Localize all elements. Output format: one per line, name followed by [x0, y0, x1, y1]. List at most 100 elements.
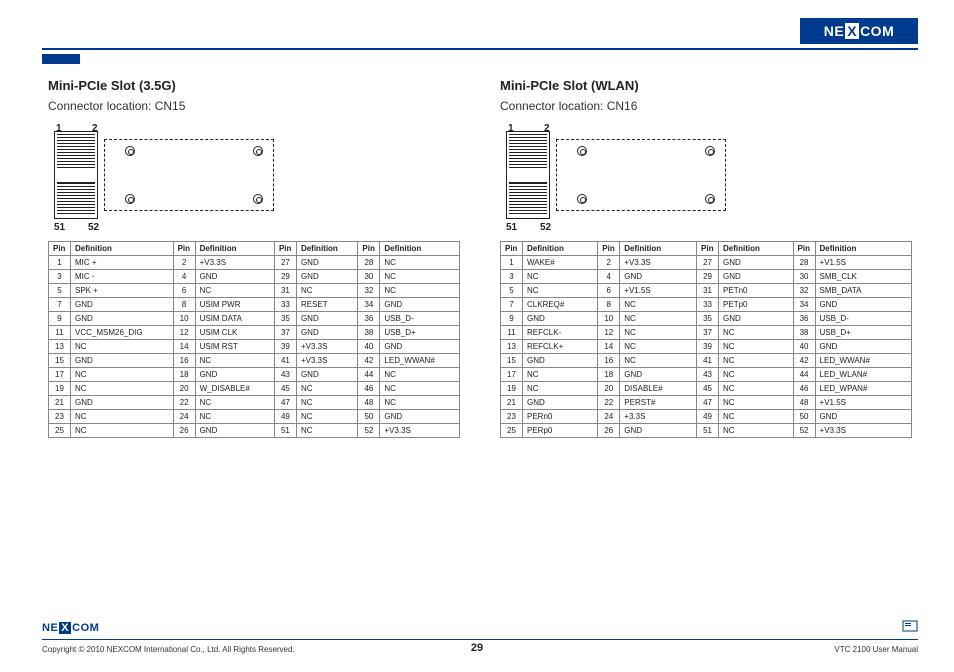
definition-cell: NC	[71, 382, 174, 396]
definition-cell: NC	[523, 270, 598, 284]
definition-cell: NC	[523, 382, 598, 396]
definition-cell: +V3.3S	[380, 424, 460, 438]
definition-cell: NC	[195, 396, 274, 410]
pin-number-cell: 32	[793, 284, 815, 298]
definition-cell: GND	[620, 424, 697, 438]
table-header-cell: Definition	[620, 242, 697, 256]
definition-cell: GND	[380, 410, 460, 424]
pin-number-cell: 5	[49, 284, 71, 298]
definition-cell: NC	[71, 424, 174, 438]
pin-number-cell: 4	[173, 270, 195, 284]
pin-number-cell: 45	[697, 382, 719, 396]
connector-diagram-left: 1 2 51 52	[48, 123, 288, 233]
definition-cell: NC	[195, 410, 274, 424]
pin-number-cell: 51	[697, 424, 719, 438]
definition-cell: NC	[719, 382, 794, 396]
pin-number-cell: 38	[793, 326, 815, 340]
pin-number-cell: 42	[358, 354, 380, 368]
pin-table-right: PinDefinitionPinDefinitionPinDefinitionP…	[500, 241, 912, 438]
pin-number-cell: 52	[793, 424, 815, 438]
pin-number-cell: 24	[173, 410, 195, 424]
definition-cell: NC	[195, 354, 274, 368]
pin-number-cell: 20	[173, 382, 195, 396]
definition-cell: NC	[71, 368, 174, 382]
pin-number-cell: 3	[49, 270, 71, 284]
definition-cell: +3.3S	[620, 410, 697, 424]
definition-cell: NC	[620, 354, 697, 368]
pin-number-cell: 4	[598, 270, 620, 284]
pin-number-cell: 47	[697, 396, 719, 410]
table-row: 25NC26GND51NC52+V3.3S	[49, 424, 460, 438]
pin-number-cell: 38	[358, 326, 380, 340]
table-row: 1MIC +2+V3.3S27GND28NC	[49, 256, 460, 270]
pin-number-cell: 6	[173, 284, 195, 298]
table-row: 7CLKREQ#8NC33PETp034GND	[501, 298, 912, 312]
definition-cell: USIM CLK	[195, 326, 274, 340]
definition-cell: PERST#	[620, 396, 697, 410]
table-header-cell: Pin	[173, 242, 195, 256]
table-row: 9GND10NC35GND36USB_D-	[501, 312, 912, 326]
definition-cell: NC	[380, 382, 460, 396]
table-row: 11REFCLK-12NC37NC38USB_D+	[501, 326, 912, 340]
table-row: 17NC18GND43NC44LED_WLAN#	[501, 368, 912, 382]
pin-number-cell: 5	[501, 284, 523, 298]
pin-number-cell: 21	[501, 396, 523, 410]
pin-number-cell: 10	[598, 312, 620, 326]
pin-number-cell: 46	[358, 382, 380, 396]
definition-cell: NC	[296, 396, 357, 410]
pin-number-cell: 52	[358, 424, 380, 438]
definition-cell: GND	[195, 270, 274, 284]
definition-cell: NC	[380, 284, 460, 298]
pin-number-cell: 48	[793, 396, 815, 410]
definition-cell: GND	[296, 312, 357, 326]
connector-diagram-right: 1 2 51 52	[500, 123, 740, 233]
left-column: Mini-PCIe Slot (3.5G) Connector location…	[48, 78, 460, 438]
pin-number-cell: 17	[49, 368, 71, 382]
slot-title-right: Mini-PCIe Slot (WLAN)	[500, 78, 912, 93]
definition-cell: GND	[523, 396, 598, 410]
definition-cell: LED_WLAN#	[815, 368, 911, 382]
pin-number-cell: 45	[274, 382, 296, 396]
table-header-row: PinDefinitionPinDefinitionPinDefinitionP…	[501, 242, 912, 256]
table-row: 25PERp026GND51NC52+V3.3S	[501, 424, 912, 438]
definition-cell: NC	[620, 340, 697, 354]
pin-number-cell: 26	[598, 424, 620, 438]
definition-cell: NC	[719, 424, 794, 438]
table-row: 15GND16NC41+V3.3S42LED_WWAN#	[49, 354, 460, 368]
table-header-row: PinDefinitionPinDefinitionPinDefinitionP…	[49, 242, 460, 256]
pin-number-cell: 22	[173, 396, 195, 410]
pin-number-cell: 7	[501, 298, 523, 312]
definition-cell: DISABLE#	[620, 382, 697, 396]
table-row: 19NC20W_DISABLE#45NC46NC	[49, 382, 460, 396]
definition-cell: GND	[815, 340, 911, 354]
definition-cell: NC	[523, 368, 598, 382]
definition-cell: NC	[380, 368, 460, 382]
table-header-cell: Definition	[380, 242, 460, 256]
definition-cell: GND	[71, 354, 174, 368]
pin-number-cell: 15	[501, 354, 523, 368]
brand-logo: NEXCOM	[800, 18, 918, 44]
definition-cell: GND	[620, 270, 697, 284]
pin-number-cell: 8	[173, 298, 195, 312]
pin-number-cell: 35	[274, 312, 296, 326]
definition-cell: SMB_CLK	[815, 270, 911, 284]
definition-cell: PERp0	[523, 424, 598, 438]
right-column: Mini-PCIe Slot (WLAN) Connector location…	[500, 78, 912, 438]
definition-cell: GND	[719, 270, 794, 284]
pin-number-cell: 49	[274, 410, 296, 424]
pin-number-cell: 27	[274, 256, 296, 270]
definition-cell: GND	[71, 298, 174, 312]
definition-cell: +V3.3S	[620, 256, 697, 270]
pin-number-cell: 44	[358, 368, 380, 382]
definition-cell: USIM PWR	[195, 298, 274, 312]
table-header-cell: Pin	[49, 242, 71, 256]
table-row: 21GND22PERST#47NC48+V1.5S	[501, 396, 912, 410]
definition-cell: GND	[296, 256, 357, 270]
pin-number-cell: 19	[49, 382, 71, 396]
definition-cell: NC	[380, 396, 460, 410]
definition-cell: NC	[71, 340, 174, 354]
table-row: 13REFCLK+14NC39NC40GND	[501, 340, 912, 354]
pin-number-cell: 29	[697, 270, 719, 284]
pin-number-cell: 49	[697, 410, 719, 424]
definition-cell: NC	[719, 410, 794, 424]
